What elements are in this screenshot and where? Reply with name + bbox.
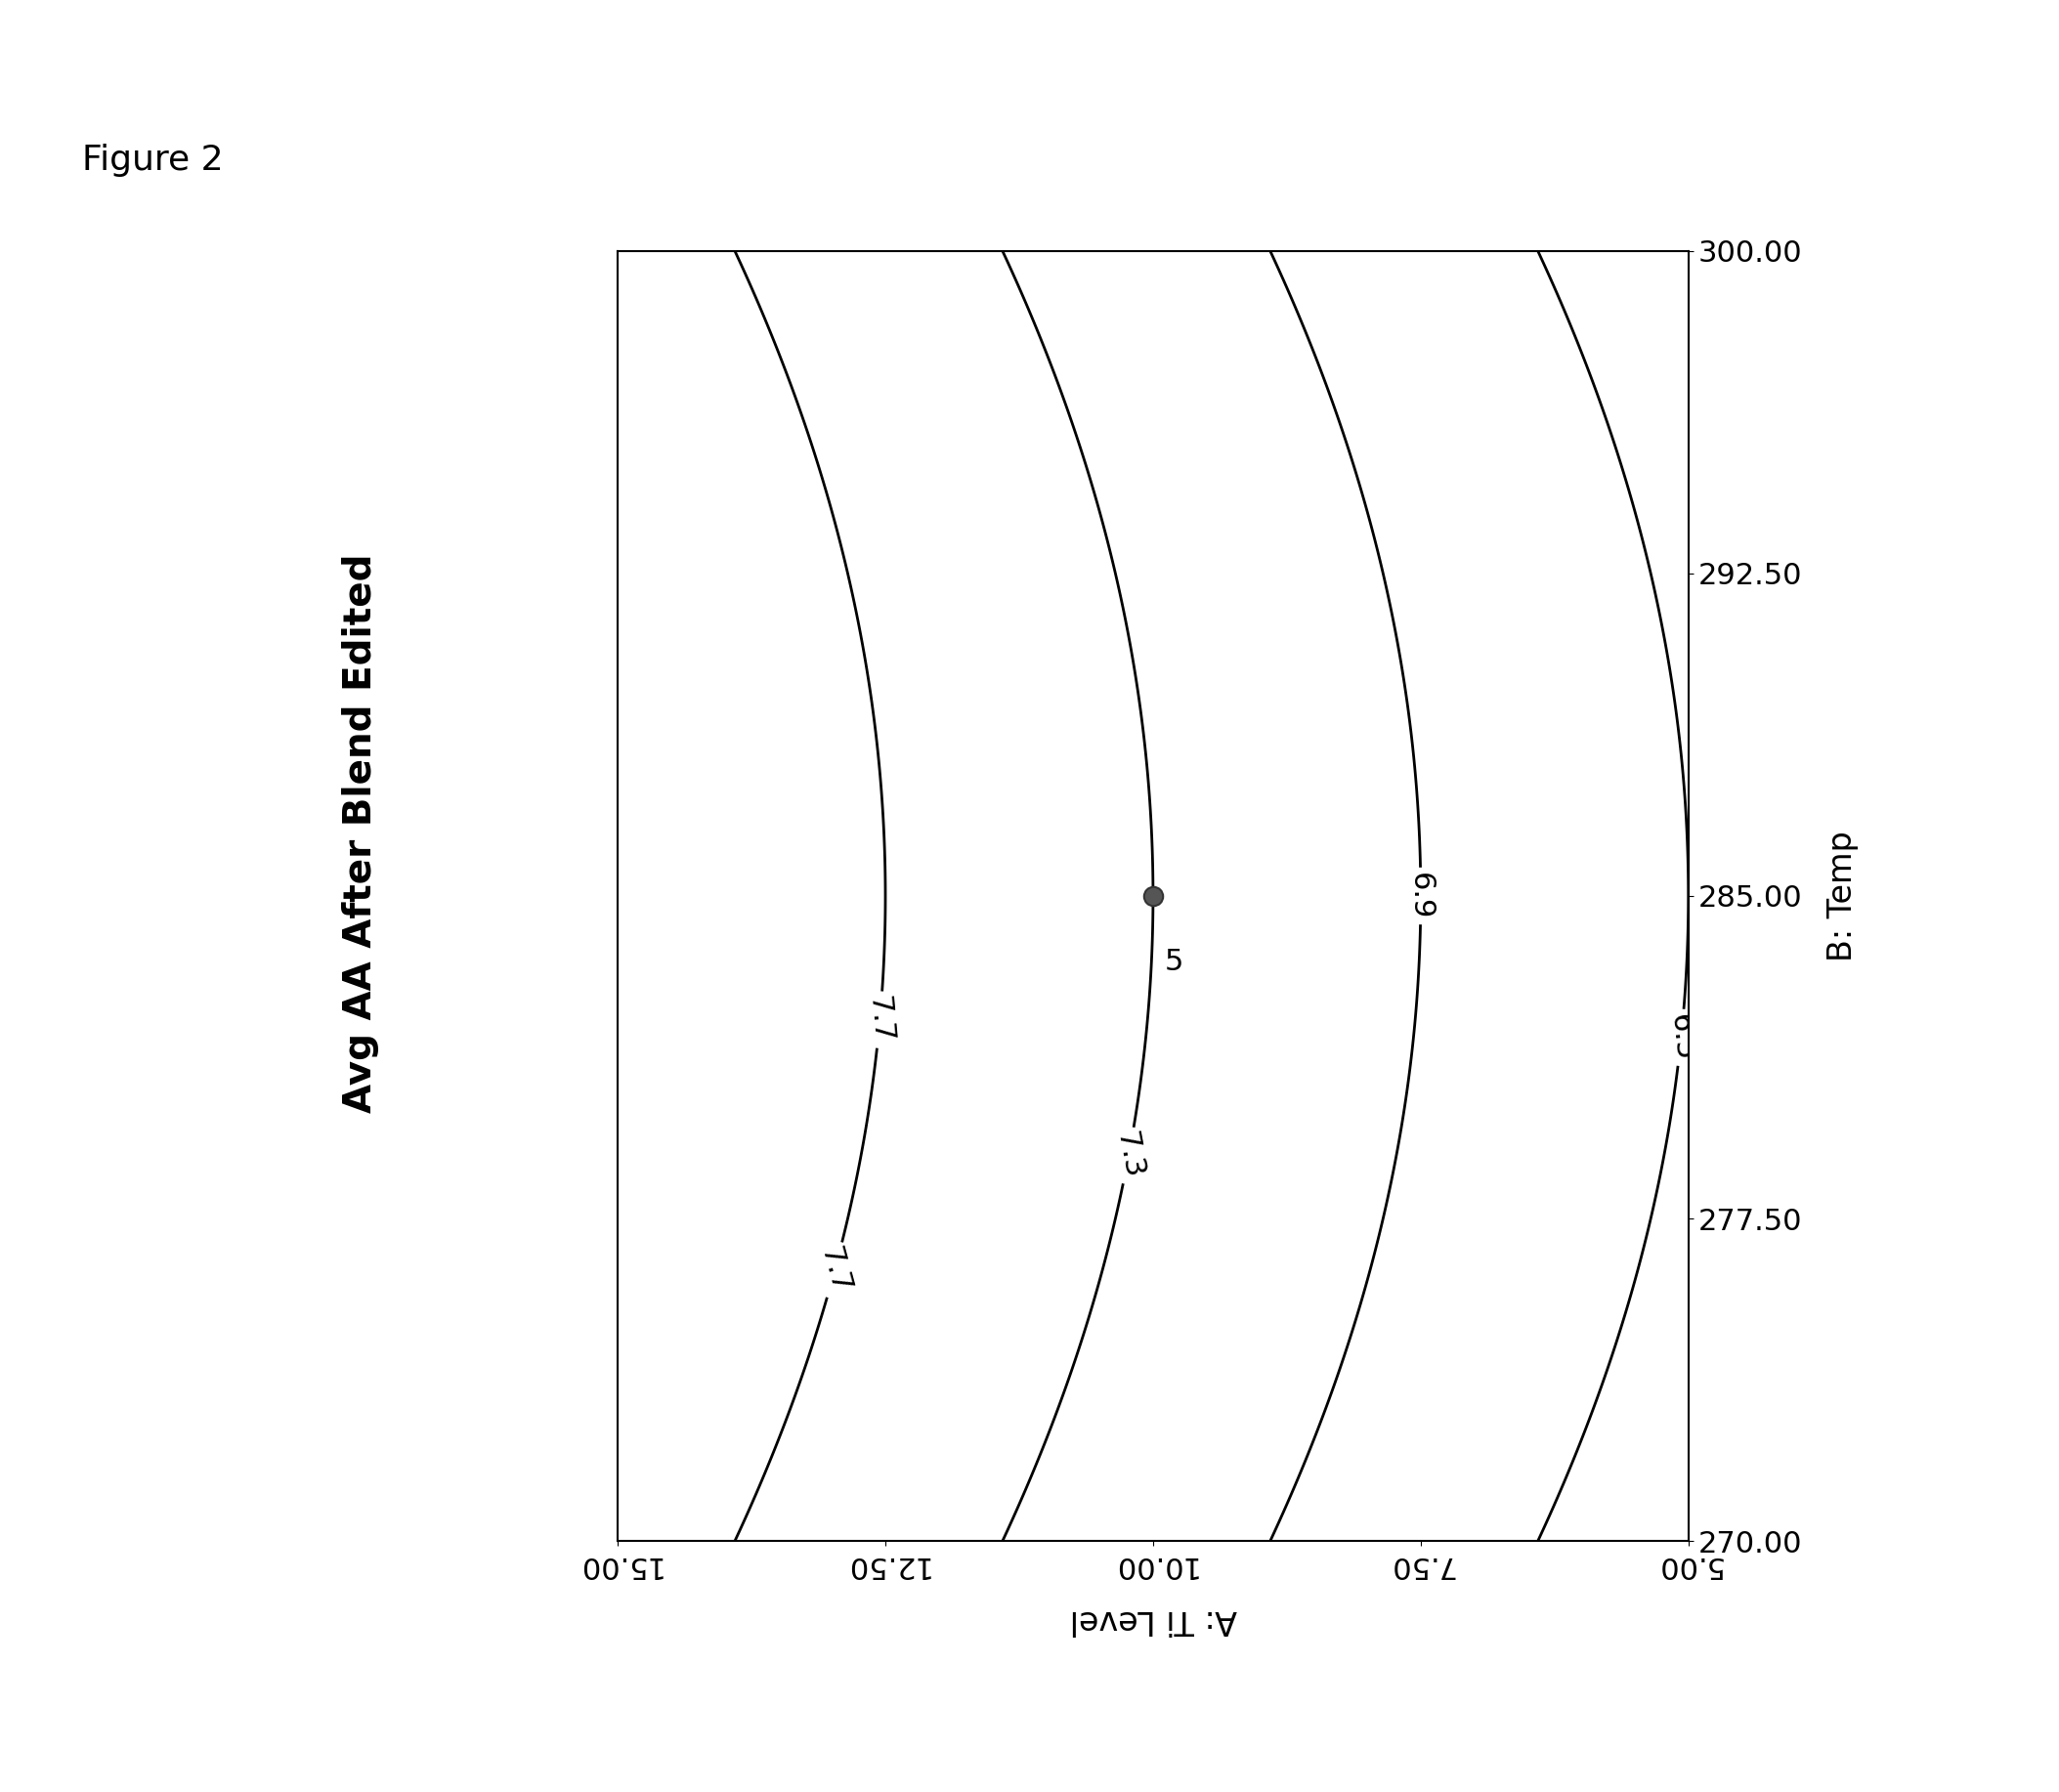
Text: 5: 5 <box>1165 948 1184 977</box>
Text: Avg AA After Blend Edited: Avg AA After Blend Edited <box>342 554 379 1113</box>
Text: 7.7: 7.7 <box>863 995 896 1045</box>
Text: Figure 2: Figure 2 <box>82 143 224 177</box>
X-axis label: A: Ti Level: A: Ti Level <box>1069 1604 1237 1636</box>
Text: 7.3: 7.3 <box>1110 1129 1147 1181</box>
Text: 6.5: 6.5 <box>1664 1012 1697 1063</box>
Text: 7.7: 7.7 <box>815 1244 854 1296</box>
Text: 6.9: 6.9 <box>1406 873 1435 919</box>
Y-axis label: B: Temp: B: Temp <box>1826 831 1859 961</box>
